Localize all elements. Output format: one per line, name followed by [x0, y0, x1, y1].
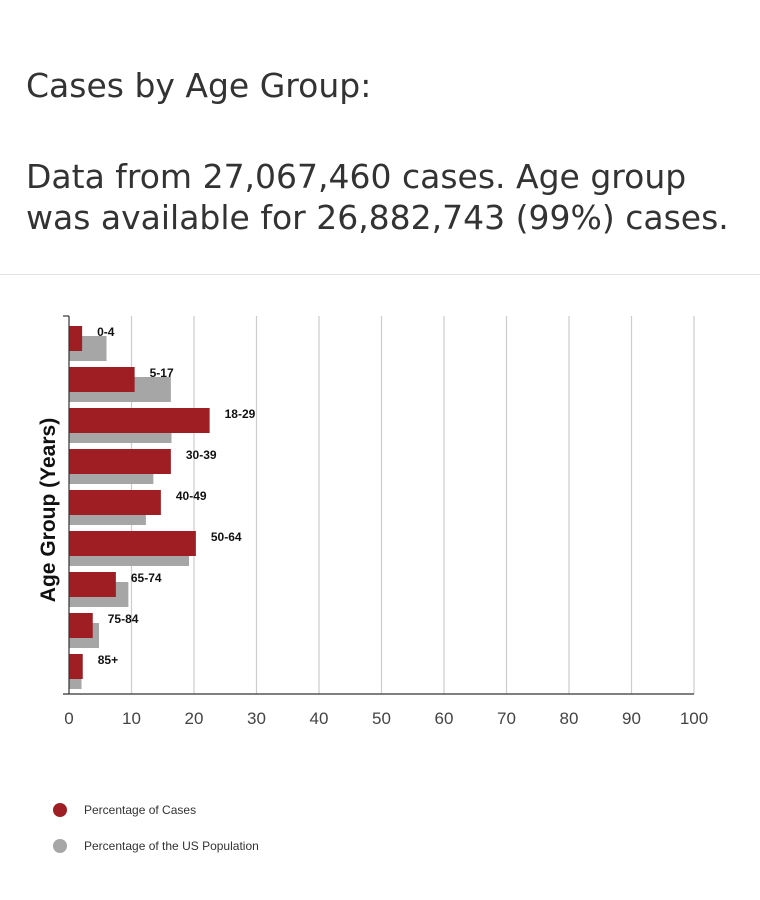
age-group-bar-chart: 0-4 5-17 18-29 30-39 40-49 50-64 65-74 75-84 85+…	[37, 315, 708, 728]
bar-cases-65-74	[69, 572, 116, 597]
category-label-0-4: 0-4	[97, 325, 115, 339]
legend-item-population: Percentage of the US Population	[53, 839, 259, 853]
legend-dot-population	[53, 839, 67, 853]
chart-subtitle: Data from 27,067,460 cases. Age group wa…	[26, 157, 729, 237]
section-divider	[0, 274, 760, 275]
x-tick-label-30: 30	[247, 709, 266, 728]
axes	[63, 315, 694, 695]
category-label-40-49: 40-49	[176, 489, 207, 503]
legend-dot-cases	[53, 803, 67, 817]
x-tick-label-60: 60	[435, 709, 454, 728]
bar-cases-40-49	[69, 490, 161, 515]
bar-cases-18-29	[69, 408, 210, 433]
category-label-50-64: 50-64	[211, 530, 242, 544]
bar-cases-85+	[69, 654, 83, 679]
x-tick-label-70: 70	[497, 709, 516, 728]
category-label-18-29: 18-29	[225, 407, 256, 421]
bar-cases-30-39	[69, 449, 171, 474]
x-tick-label-40: 40	[310, 709, 329, 728]
x-tick-label-0: 0	[64, 709, 73, 728]
legend-item-cases: Percentage of Cases	[53, 803, 196, 817]
x-tick-label-80: 80	[560, 709, 579, 728]
category-label-85+: 85+	[98, 653, 118, 667]
category-label-75-84: 75-84	[108, 612, 139, 626]
x-tick-label-20: 20	[185, 709, 204, 728]
category-label-5-17: 5-17	[150, 366, 174, 380]
x-tick-label-50: 50	[372, 709, 391, 728]
legend-label-cases: Percentage of Cases	[84, 803, 197, 817]
bar-cases-75-84	[69, 613, 93, 638]
category-labels: 0-4 5-17 18-29 30-39 40-49 50-64 65-74 75-84 85+	[97, 325, 256, 667]
gridlines	[130, 316, 695, 694]
x-tick-label-10: 10	[122, 709, 141, 728]
y-axis-label: Age Group (Years)	[37, 418, 60, 602]
category-label-65-74: 65-74	[131, 571, 162, 585]
bar-cases-0-4	[69, 326, 83, 351]
category-label-30-39: 30-39	[186, 448, 217, 462]
bars	[69, 326, 210, 689]
bar-cases-5-17	[69, 367, 135, 392]
chart-title: Cases by Age Group:	[26, 66, 372, 105]
x-tick-label-90: 90	[622, 709, 641, 728]
legend-label-population: Percentage of the US Population	[84, 839, 259, 853]
x-tick-labels: 0 10 20 30 40 50 60 70 80 90 100	[64, 709, 708, 728]
x-tick-label-100: 100	[680, 709, 708, 728]
bar-cases-50-64	[69, 531, 196, 556]
